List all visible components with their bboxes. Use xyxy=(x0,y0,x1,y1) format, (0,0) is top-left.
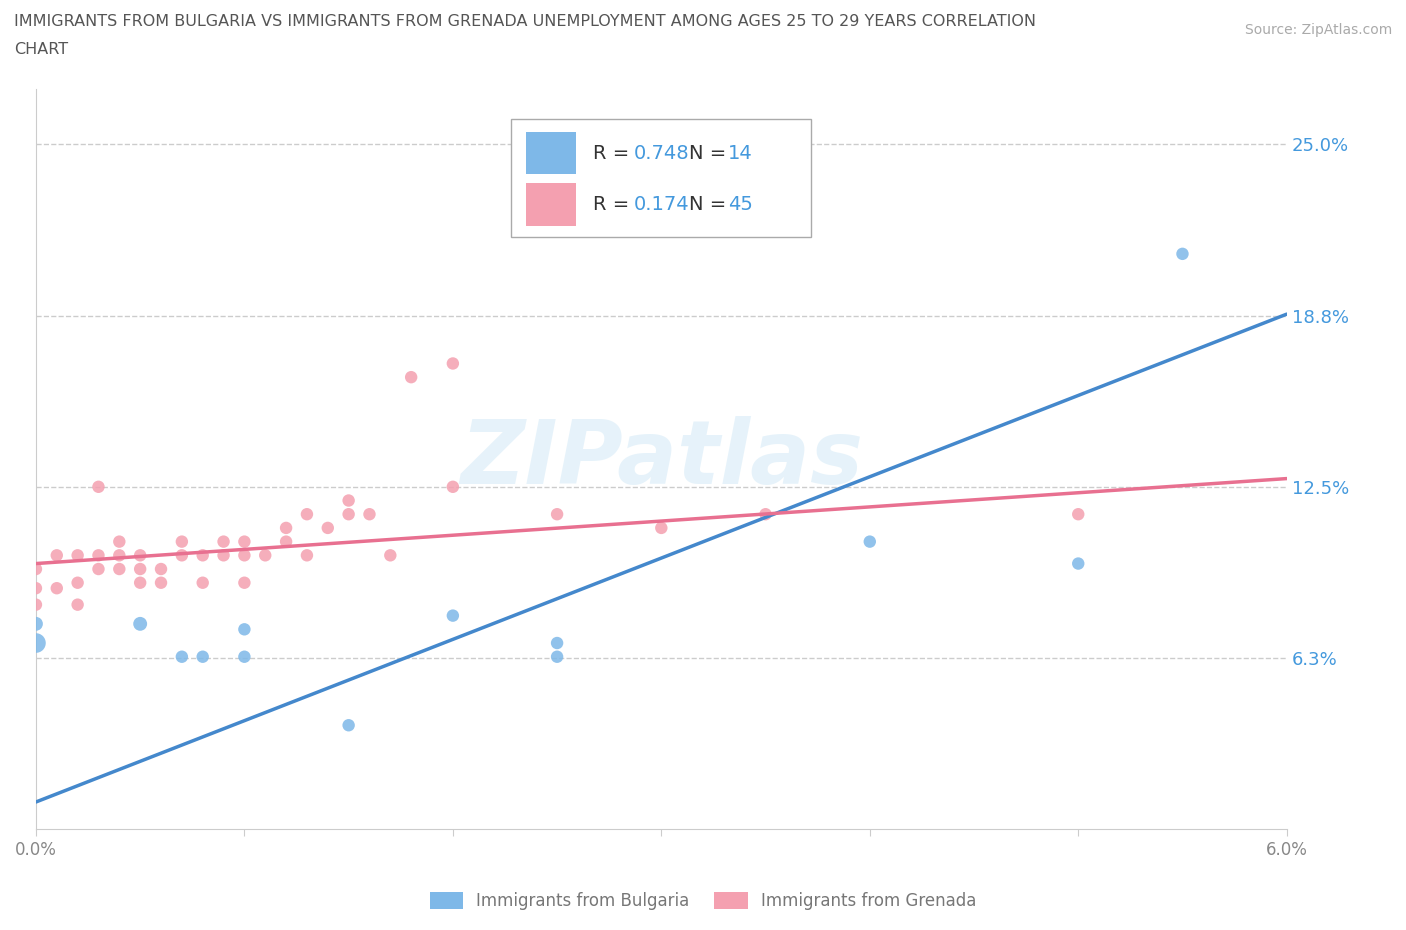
Text: N =: N = xyxy=(689,195,725,214)
Point xyxy=(191,576,214,591)
Point xyxy=(546,507,568,522)
Point xyxy=(108,534,131,549)
Point xyxy=(129,576,152,591)
Point xyxy=(233,622,256,637)
Point xyxy=(170,649,193,664)
Point xyxy=(441,479,464,494)
Text: 0.174: 0.174 xyxy=(634,195,689,214)
Point xyxy=(754,507,776,522)
Point xyxy=(1067,556,1090,571)
Point xyxy=(25,597,48,612)
Text: N =: N = xyxy=(689,143,725,163)
Point xyxy=(129,548,152,563)
Point xyxy=(191,548,214,563)
Text: Source: ZipAtlas.com: Source: ZipAtlas.com xyxy=(1244,23,1392,37)
Point xyxy=(441,356,464,371)
Point xyxy=(212,534,235,549)
Point xyxy=(1067,507,1090,522)
Point xyxy=(233,649,256,664)
Point xyxy=(150,562,173,577)
Point xyxy=(380,548,402,563)
Point xyxy=(25,617,48,631)
Point xyxy=(87,548,110,563)
Point xyxy=(212,548,235,563)
Point xyxy=(66,597,89,612)
Text: 0.748: 0.748 xyxy=(634,143,689,163)
Text: R =: R = xyxy=(592,143,628,163)
Point xyxy=(25,635,48,650)
Point xyxy=(295,548,318,563)
Point xyxy=(274,521,297,536)
Point xyxy=(316,521,339,536)
Point xyxy=(274,534,297,549)
Point xyxy=(1171,246,1194,261)
Text: CHART: CHART xyxy=(14,42,67,57)
Point xyxy=(441,608,464,623)
Point xyxy=(129,617,152,631)
Point xyxy=(337,507,360,522)
Text: ZIPatlas: ZIPatlas xyxy=(460,416,863,503)
Point xyxy=(25,580,48,595)
Point xyxy=(45,548,67,563)
FancyBboxPatch shape xyxy=(526,183,576,226)
Point xyxy=(170,534,193,549)
Text: 45: 45 xyxy=(728,195,752,214)
Point xyxy=(399,370,422,385)
Point xyxy=(546,649,568,664)
Point xyxy=(108,562,131,577)
Text: IMMIGRANTS FROM BULGARIA VS IMMIGRANTS FROM GRENADA UNEMPLOYMENT AMONG AGES 25 T: IMMIGRANTS FROM BULGARIA VS IMMIGRANTS F… xyxy=(14,14,1036,29)
FancyBboxPatch shape xyxy=(526,131,576,175)
FancyBboxPatch shape xyxy=(512,119,811,237)
Text: R =: R = xyxy=(592,195,628,214)
Point xyxy=(859,534,882,549)
Point xyxy=(108,548,131,563)
Text: 14: 14 xyxy=(728,143,752,163)
Point xyxy=(150,576,173,591)
Point xyxy=(233,576,256,591)
Point xyxy=(233,548,256,563)
Point xyxy=(170,548,193,563)
Point xyxy=(233,534,256,549)
Point xyxy=(87,562,110,577)
Point xyxy=(359,507,381,522)
Point xyxy=(66,576,89,591)
Point xyxy=(295,507,318,522)
Point xyxy=(546,635,568,650)
Legend: Immigrants from Bulgaria, Immigrants from Grenada: Immigrants from Bulgaria, Immigrants fro… xyxy=(423,885,983,917)
Point xyxy=(129,562,152,577)
Point xyxy=(191,649,214,664)
Point xyxy=(337,718,360,733)
Point xyxy=(650,521,672,536)
Point xyxy=(66,548,89,563)
Point xyxy=(254,548,277,563)
Point xyxy=(25,562,48,577)
Point xyxy=(337,493,360,508)
Point xyxy=(87,479,110,494)
Point xyxy=(45,580,67,595)
